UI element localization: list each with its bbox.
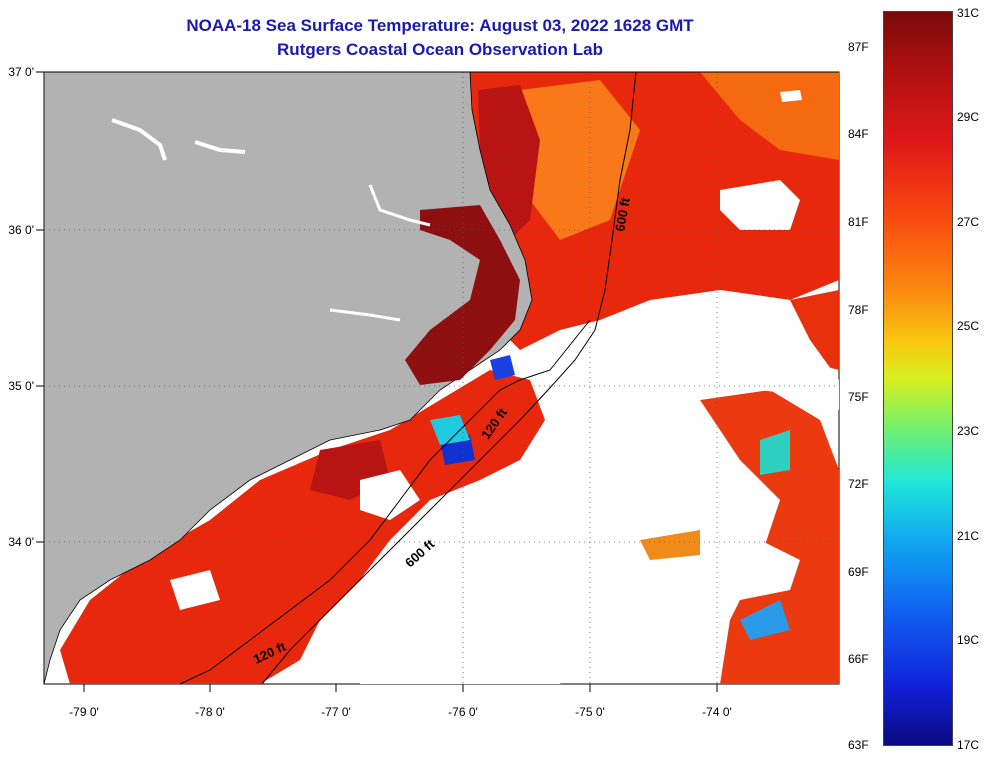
colorbar-c-label: 29C (957, 110, 980, 124)
map-subtitle: Rutgers Coastal Ocean Observation Lab (277, 40, 603, 59)
cloud-mass (360, 290, 839, 684)
sst-cold-patch (760, 430, 790, 475)
grid-lines (44, 72, 839, 684)
river-white (194, 140, 246, 154)
sound-dark-red (405, 205, 520, 385)
colorbar-f-label: 69F (848, 565, 869, 579)
lon-label: -76 0' (448, 705, 478, 719)
land-mass (43, 71, 533, 685)
cloud-mass (700, 540, 800, 600)
sst-orange-patch (700, 72, 839, 160)
sst-cold-patch (430, 415, 470, 445)
cloud-mass (360, 470, 420, 520)
colorbar-f-label: 84F (848, 127, 869, 141)
colorbar-c-label: 27C (957, 215, 980, 229)
colorbar-c-label: 19C (957, 633, 980, 647)
colorbar-f-label: 81F (848, 215, 869, 229)
lon-label: -77 0' (321, 705, 351, 719)
map-title: NOAA-18 Sea Surface Temperature: August … (186, 16, 694, 35)
river-white (111, 118, 167, 161)
river-white (329, 308, 401, 322)
lon-label: -78 0' (195, 705, 225, 719)
colorbar-f-label: 87F (848, 40, 869, 54)
sst-se-warm (640, 530, 700, 560)
sst-cold-patch (740, 600, 790, 640)
cloud-mass (780, 90, 802, 102)
lat-label: 37 0' (8, 65, 34, 79)
colorbar-f-label: 63F (848, 738, 869, 752)
contour-600ft (261, 71, 637, 685)
cloud-mass (170, 570, 220, 610)
lon-label: -74 0' (702, 705, 732, 719)
colorbar-c-label: 31C (957, 6, 980, 20)
lat-label: 36 0' (8, 223, 34, 237)
temperature-colorbar (883, 11, 953, 746)
colorbar-c-label: 17C (957, 738, 980, 752)
lon-label: -79 0' (69, 705, 99, 719)
sst-cold-patch (490, 355, 515, 380)
colorbar-f-label: 72F (848, 477, 869, 491)
colorbar-f-label: 75F (848, 390, 869, 404)
contour-120ft (179, 319, 591, 685)
colorbar-c-label: 25C (957, 319, 980, 333)
river-white (368, 184, 431, 227)
colorbar-f-label: 66F (848, 652, 869, 666)
sst-se-warm (700, 390, 839, 684)
axis-ticks (36, 71, 839, 692)
colorbar-c-label: 23C (957, 424, 980, 438)
lat-label: 34 0' (8, 535, 34, 549)
colorbar-f-label: 78F (848, 303, 869, 317)
colorbar-c-label: 21C (957, 529, 980, 543)
lat-label: 35 0' (8, 379, 34, 393)
sst-orange-patch (520, 80, 640, 240)
contour-label-600-north: 600 ft (612, 196, 633, 233)
lon-label: -75 0' (575, 705, 605, 719)
colorbar-gradient (883, 11, 953, 746)
cloud-mass (720, 180, 800, 230)
sst-map: 600 ft 120 ft 600 ft 120 ft -79 0' -78 0… (8, 65, 840, 719)
